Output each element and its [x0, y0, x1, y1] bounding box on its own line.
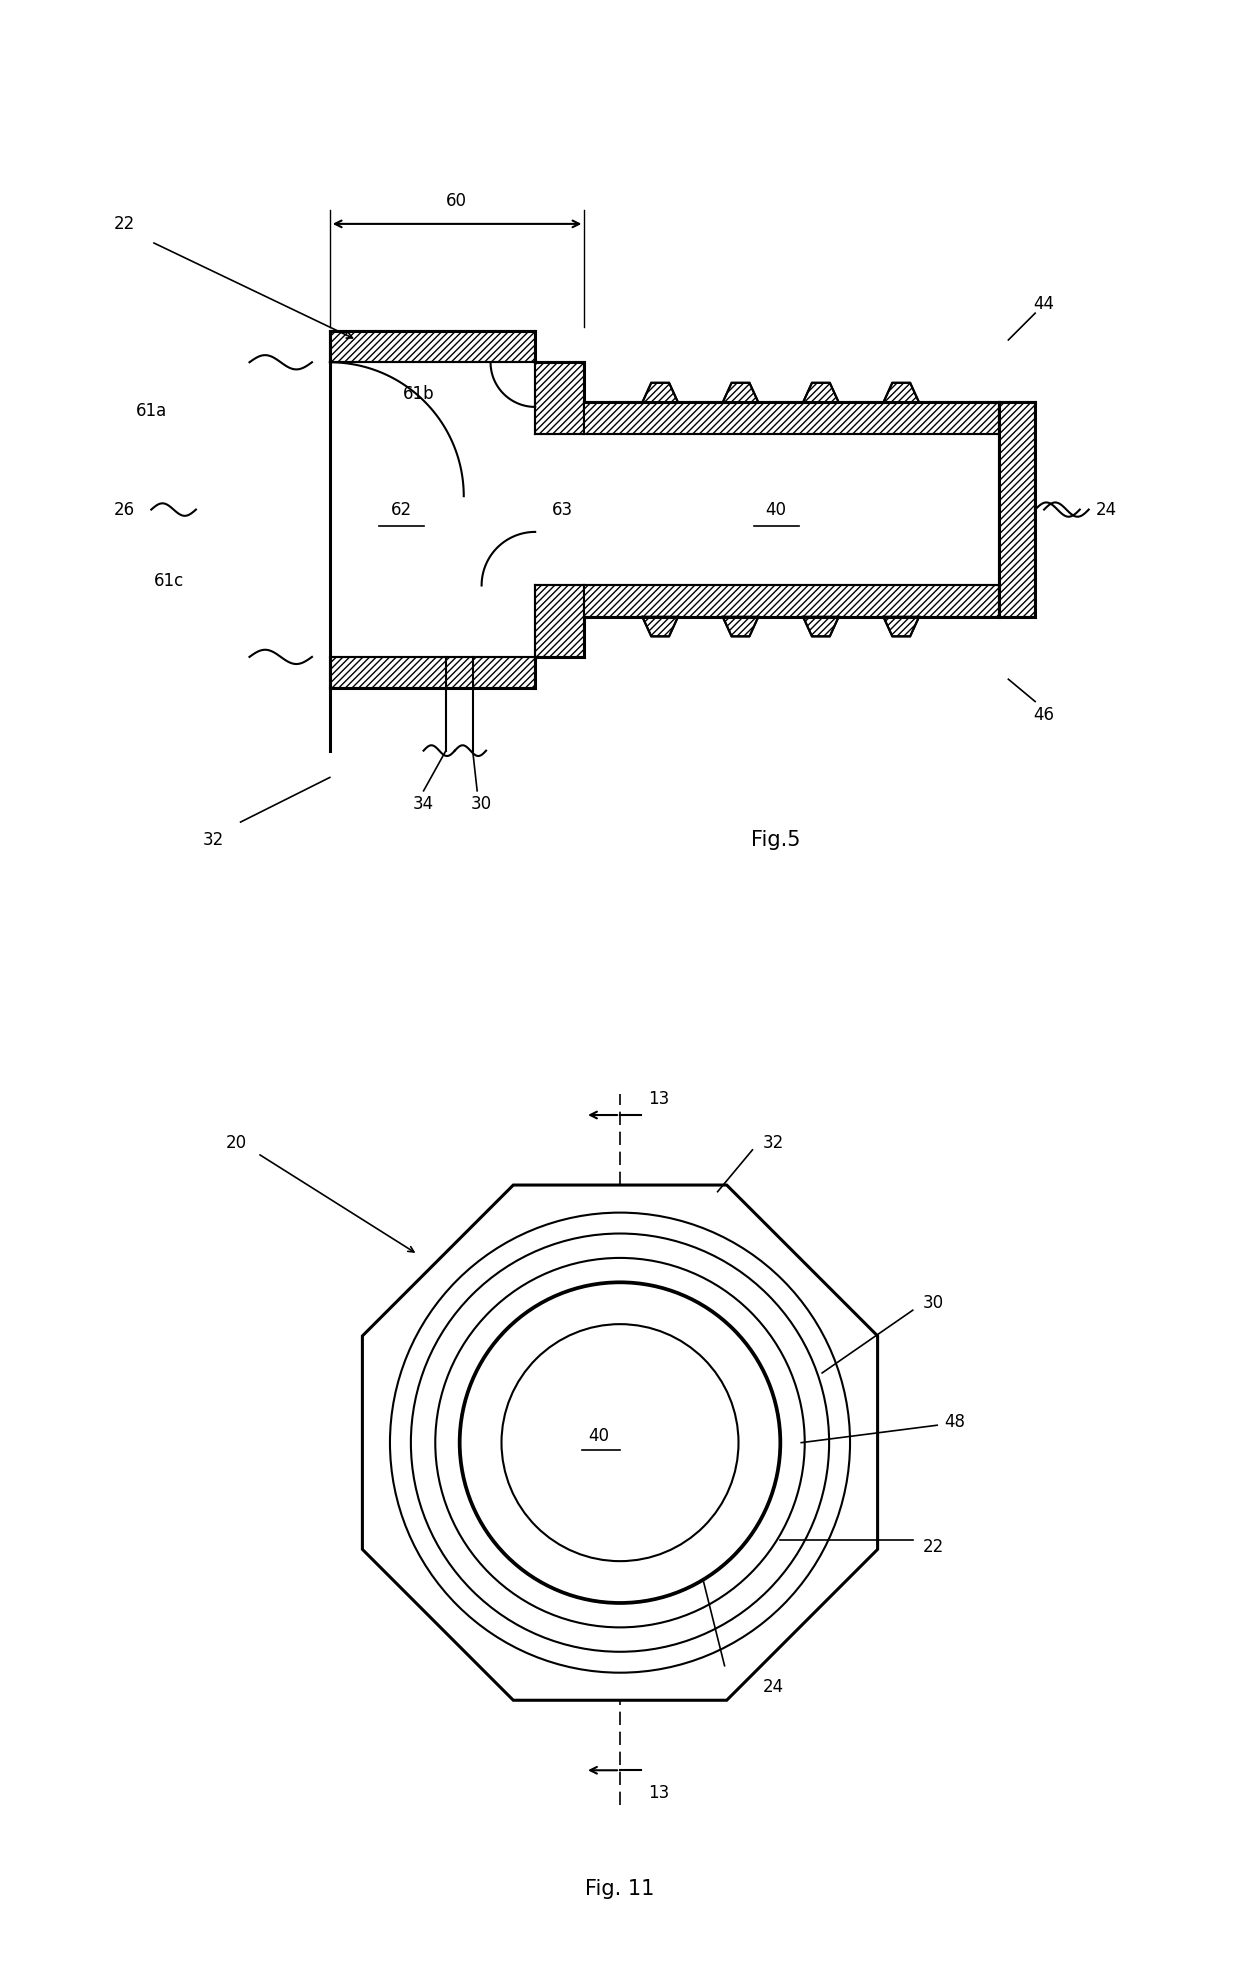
Text: 46: 46 [1034, 705, 1054, 723]
Text: 32: 32 [203, 831, 224, 849]
Text: 34: 34 [413, 796, 434, 814]
Polygon shape [642, 617, 678, 636]
Polygon shape [642, 382, 678, 402]
Polygon shape [804, 617, 838, 636]
Polygon shape [723, 617, 759, 636]
Polygon shape [883, 382, 919, 402]
Text: 13: 13 [647, 1089, 670, 1107]
Text: 61a: 61a [135, 402, 167, 420]
Text: 13: 13 [647, 1785, 670, 1803]
Text: 40: 40 [589, 1426, 610, 1444]
Polygon shape [883, 617, 919, 636]
Text: 24: 24 [1096, 500, 1117, 518]
Polygon shape [536, 585, 584, 656]
Text: Fig.5: Fig.5 [751, 829, 801, 849]
Text: 22: 22 [923, 1539, 945, 1556]
Text: 22: 22 [114, 215, 135, 232]
Polygon shape [723, 382, 759, 402]
Text: 30: 30 [471, 796, 492, 814]
Text: 32: 32 [763, 1135, 784, 1152]
Text: 40: 40 [766, 500, 786, 518]
Text: 48: 48 [944, 1412, 965, 1430]
Polygon shape [999, 402, 1035, 617]
Polygon shape [584, 585, 999, 617]
Text: 30: 30 [923, 1294, 944, 1312]
Text: 24: 24 [763, 1678, 784, 1696]
Text: Fig. 11: Fig. 11 [585, 1879, 655, 1899]
Text: 60: 60 [446, 193, 467, 211]
Text: 61b: 61b [403, 384, 435, 402]
Text: 44: 44 [1034, 296, 1054, 313]
Text: 61c: 61c [154, 571, 185, 589]
Text: 63: 63 [552, 500, 573, 518]
Polygon shape [804, 382, 838, 402]
Polygon shape [330, 656, 536, 688]
Polygon shape [536, 362, 584, 433]
Polygon shape [362, 1186, 878, 1700]
Text: 62: 62 [391, 500, 412, 518]
Text: 26: 26 [114, 500, 135, 518]
Text: 20: 20 [226, 1135, 247, 1152]
Polygon shape [584, 402, 999, 433]
Polygon shape [330, 331, 536, 362]
